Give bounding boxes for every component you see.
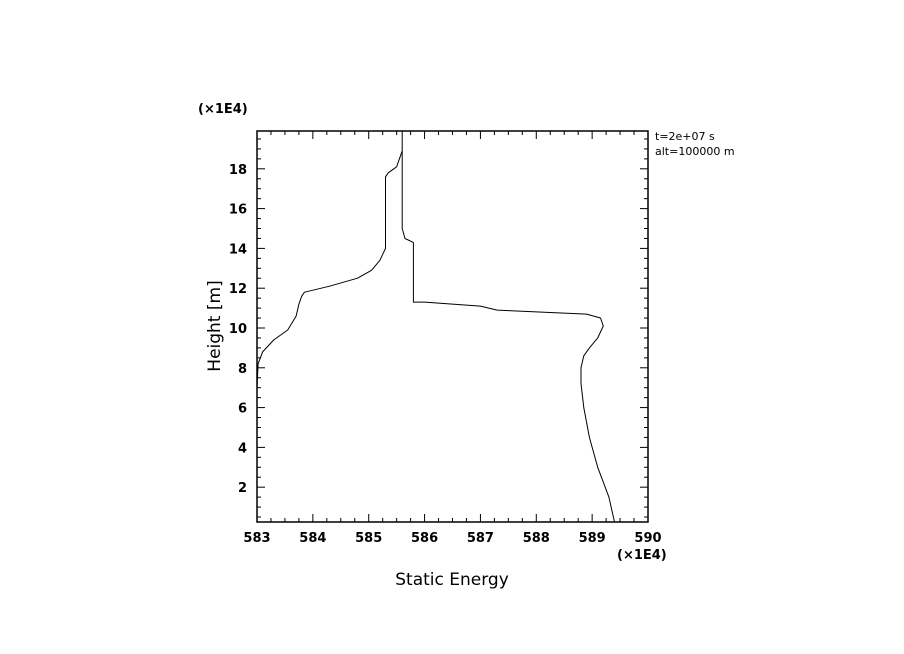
y-tick-label: 12: [229, 282, 247, 297]
y-axis-ticks: [257, 138, 648, 518]
x-tick-label: 584: [299, 531, 326, 546]
x-tick-label: 585: [355, 531, 382, 546]
x-tick-label: 583: [243, 531, 270, 546]
y-multiplier-label: (×1E4): [198, 102, 248, 117]
y-tick-label: 2: [238, 481, 247, 496]
y-axis-title: Height [m]: [205, 280, 225, 371]
x-axis-ticks: [256, 131, 649, 522]
x-tick-label: 590: [634, 531, 661, 546]
time-annotation: t=2e+07 s: [655, 130, 715, 143]
y-tick-label: 16: [229, 203, 247, 218]
plot-frame: [256, 130, 649, 523]
altitude-annotation: alt=100000 m: [655, 145, 735, 158]
y-axis-tick-labels: 2 4 6 8 10 12 14 16 18: [229, 163, 247, 496]
x-axis-title: Static Energy: [395, 570, 509, 590]
y-tick-label: 6: [238, 402, 247, 417]
y-tick-label: 8: [238, 362, 247, 377]
x-tick-label: 586: [411, 531, 438, 546]
series-line-profile-2: [401, 131, 615, 523]
x-tick-label: 588: [523, 531, 550, 546]
y-tick-label: 14: [229, 242, 247, 257]
y-tick-label: 4: [238, 441, 247, 456]
y-tick-label: 10: [229, 322, 247, 337]
x-tick-label: 587: [467, 531, 494, 546]
x-tick-label: 589: [579, 531, 606, 546]
x-multiplier-label: (×1E4): [617, 548, 667, 563]
y-tick-label: 18: [229, 163, 247, 178]
series-line-profile-1: [256, 150, 403, 522]
series-group: [256, 131, 615, 523]
x-axis-tick-labels: 583 584 585 586 587 588 589 590: [243, 531, 661, 546]
